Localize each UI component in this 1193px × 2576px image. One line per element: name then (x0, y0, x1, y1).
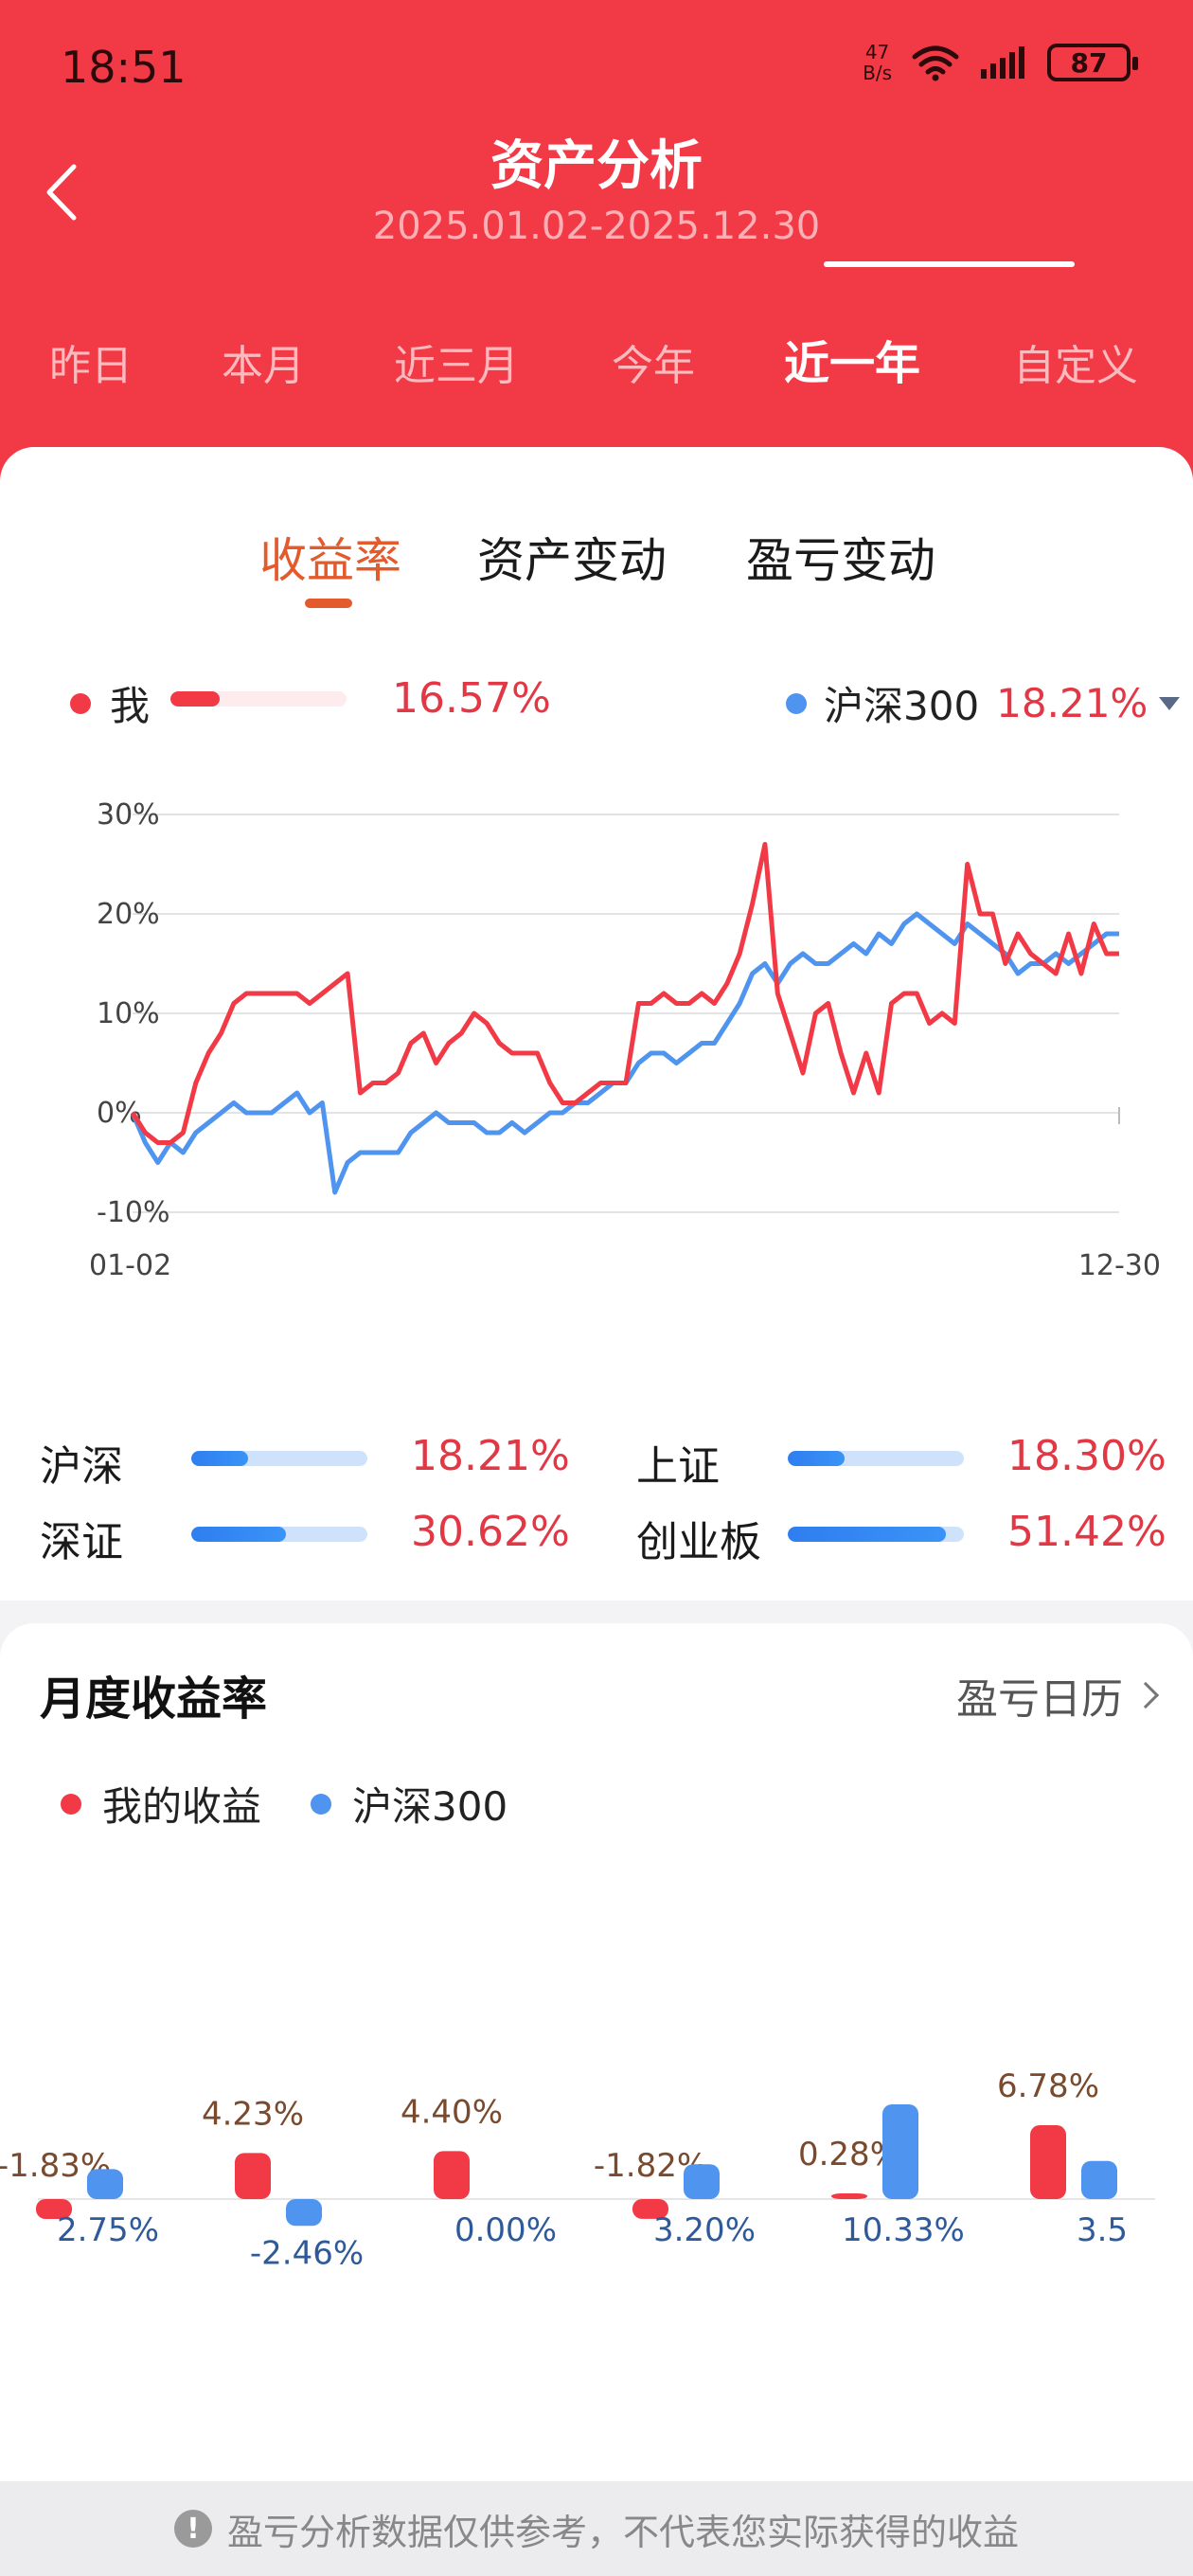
benchmark-dot-icon (311, 1793, 332, 1815)
monthly-legend: 我的收益 沪深300 (61, 1775, 540, 1833)
benchmark-dot-icon (786, 692, 807, 714)
index-grid: 沪深 18.21% 上证 18.30% 深证 30.62% 创业板 51.42% (0, 1432, 1193, 1593)
y-tick-label: 30% (97, 798, 160, 832)
return-line-chart[interactable]: 30%20%10%0%-10%01-02 12-30 (0, 769, 1193, 1394)
sub-tab-indicator (305, 599, 352, 608)
dropdown-triangle-icon (1159, 696, 1181, 710)
index-bar (788, 1451, 964, 1466)
y-tick-label: 10% (97, 997, 160, 1030)
bar-hs300 (684, 2164, 720, 2199)
back-icon[interactable] (36, 159, 89, 225)
bar-my-return (632, 2199, 668, 2219)
bar-hs300 (286, 2199, 322, 2227)
index-bar-fill (191, 1527, 287, 1542)
index-bar (191, 1451, 367, 1466)
benchmark-return-value: 18.21% (996, 680, 1148, 726)
tab-this-year[interactable]: 今年 (612, 342, 695, 390)
monthly-bar-chart[interactable]: -1.83%2.75%4.23%-2.46%4.40%0.00%-1.82%3.… (0, 1623, 1193, 2481)
me-progress-bar (170, 691, 347, 707)
period-tabs: 昨日 本月 近三月 今年 近一年 自定义 (0, 331, 1193, 407)
tab-this-month[interactable]: 本月 (222, 342, 305, 390)
x-tick-label: 12-30 (1078, 1249, 1161, 1282)
index-bar (191, 1527, 367, 1542)
status-icons: 47 B/s 87 (863, 41, 1138, 84)
bar-label-hs300: -2.46% (250, 2234, 364, 2272)
index-bar-fill (191, 1451, 248, 1466)
bar-label-hs300: 3.20% (653, 2211, 756, 2249)
index-bar (788, 1527, 964, 1542)
header: 18:51 47 B/s 87 资产分析 2025. (0, 0, 1193, 492)
wifi-icon (912, 45, 959, 81)
tab-last-year[interactable]: 近一年 (784, 337, 921, 390)
returns-card: 收益率 资产变动 盈亏变动 我 16.57% 沪深300 18.21% 30% 2… (0, 447, 1193, 1601)
me-progress-fill (170, 691, 221, 707)
index-item-hs: 沪深 18.21% (40, 1432, 570, 1491)
series-line-benchmark (130, 911, 1119, 1195)
bar-label-hs300: 3.5 (1077, 2211, 1128, 2249)
page-title: 资产分析 (490, 135, 703, 197)
tab-three-months[interactable]: 近三月 (394, 342, 519, 390)
me-dot-icon (70, 692, 91, 714)
bar-hs300 (87, 2169, 123, 2199)
index-item-sz: 深证 30.62% (40, 1508, 570, 1566)
index-bar-fill (788, 1451, 845, 1466)
pnl-calendar-link[interactable]: 盈亏日历 (956, 1665, 1160, 1726)
status-bar: 18:51 47 B/s 87 (0, 0, 1193, 133)
date-underline (824, 261, 1075, 267)
me-return-value: 16.57% (392, 674, 551, 723)
legend-hs300: 沪深300 (311, 1775, 507, 1833)
info-icon: ! (173, 2510, 212, 2548)
bar-hs300 (1081, 2160, 1117, 2199)
index-item-sh: 上证 18.30% (636, 1432, 1166, 1491)
disclaimer-text: 盈亏分析数据仅供参考，不代表您实际获得的收益 (226, 2511, 1019, 2553)
bar-my-return (235, 2153, 271, 2199)
bar-label-hs300: 10.33% (842, 2211, 965, 2249)
legend-benchmark[interactable]: 沪深300 18.21% (786, 674, 1181, 732)
bar-my-return (831, 2193, 867, 2199)
disclaimer-footer: ! 盈亏分析数据仅供参考，不代表您实际获得的收益 (0, 2481, 1193, 2576)
date-range[interactable]: 2025.01.02-2025.12.30 (372, 205, 821, 248)
tab-yesterday[interactable]: 昨日 (49, 342, 133, 390)
bar-my-return (434, 2151, 470, 2199)
index-bar-fill (788, 1527, 947, 1542)
bar-label-hs300: 2.75% (57, 2211, 159, 2249)
legend-my-return: 我的收益 (61, 1775, 261, 1833)
tab-pnl-change[interactable]: 盈亏变动 (746, 533, 935, 588)
chevron-right-icon (1131, 1681, 1160, 1709)
sub-tabs: 收益率 资产变动 盈亏变动 (0, 523, 1193, 608)
y-tick-label: 20% (97, 898, 160, 931)
monthly-title: 月度收益率 (40, 1673, 268, 1726)
tab-custom[interactable]: 自定义 (1013, 342, 1138, 390)
tab-return-rate[interactable]: 收益率 (259, 533, 401, 588)
index-item-cyb: 创业板 51.42% (636, 1508, 1166, 1566)
chart-legend: 我 16.57% 沪深300 18.21% (0, 674, 1193, 731)
bar-label-my-return: 4.23% (202, 2095, 304, 2133)
signal-icon (981, 46, 1024, 79)
battery-icon: 87 (1047, 44, 1138, 81)
monthly-card: -1.83% 2.75% 4.23% -2.46% 4.40% 0.00% -1.82% 3.… (0, 1623, 1193, 2481)
bar-label-hs300: 0.00% (454, 2211, 557, 2249)
y-tick-label: -10% (97, 1196, 170, 1229)
status-time: 18:51 (61, 42, 187, 93)
bar-my-return (36, 2199, 72, 2220)
me-dot-icon (61, 1793, 81, 1815)
bar-my-return (1030, 2125, 1066, 2199)
legend-me: 我 (70, 674, 150, 732)
series-line-me (130, 842, 1119, 1145)
net-speed: 47 B/s (863, 41, 892, 84)
bar-label-my-return: 6.78% (997, 2067, 1099, 2105)
bar-hs300 (882, 2104, 918, 2199)
x-tick-label: 01-02 (89, 1249, 171, 1282)
tab-asset-change[interactable]: 资产变动 (477, 533, 667, 588)
bar-label-my-return: 4.40% (401, 2093, 503, 2131)
